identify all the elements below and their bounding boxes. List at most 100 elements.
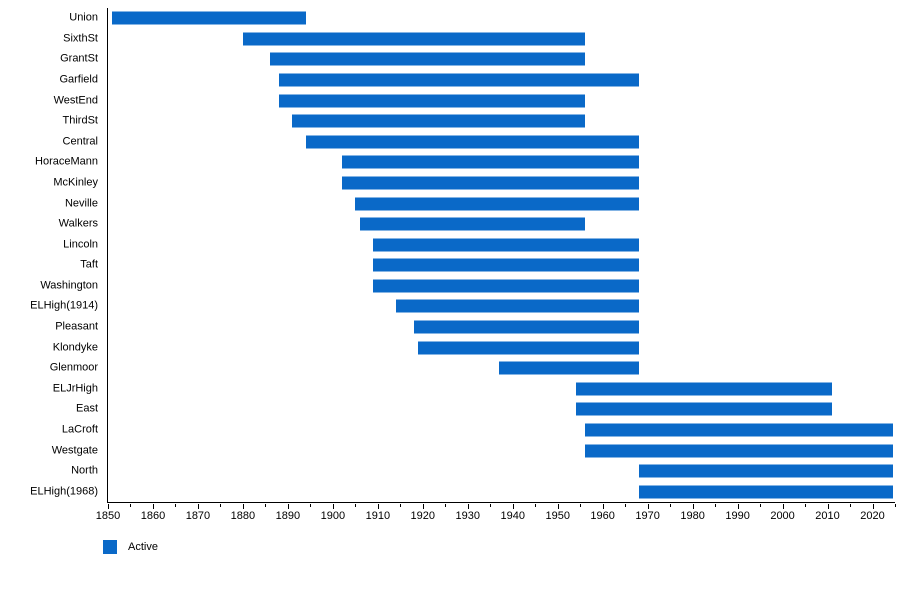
timeline-bar-Neville (355, 197, 639, 211)
x-minor-tick-1995 (760, 503, 762, 507)
legend-label-active: Active (128, 541, 158, 553)
y-axis-label-SixthSt: SixthSt (63, 32, 98, 45)
y-axis-label-Glenmoor: Glenmoor (49, 361, 98, 374)
y-axis-label-North: North (71, 464, 98, 477)
y-axis-label-Lincoln: Lincoln (63, 238, 98, 251)
timeline-bar-ThirdSt (292, 114, 585, 128)
x-tick-label-1930: 1930 (455, 510, 481, 522)
y-axis-label-WestEnd: WestEnd (53, 94, 98, 107)
y-axis-label-HoraceMann: HoraceMann (35, 155, 98, 168)
timeline-bar-LaCroft (584, 423, 893, 437)
x-tick-label-1920: 1920 (410, 510, 436, 522)
timeline-bar-Central (305, 135, 639, 149)
timeline-bar-Westgate (584, 444, 893, 458)
x-major-tick-1870 (197, 503, 199, 509)
x-minor-tick-1875 (220, 503, 222, 507)
timeline-bar-Pleasant (413, 320, 639, 334)
y-axis-label-East: East (75, 402, 98, 415)
x-tick-label-1970: 1970 (635, 510, 660, 522)
x-major-tick-2020 (872, 503, 874, 509)
timeline-bar-Klondyke (418, 341, 639, 355)
y-axis-label-ThirdSt: ThirdSt (62, 114, 98, 127)
x-minor-tick-1915 (400, 503, 402, 507)
y-axis-label-Central: Central (62, 135, 98, 148)
y-axis-label-Neville: Neville (64, 197, 98, 210)
timeline-bar-ELJrHigh (575, 382, 833, 396)
timeline-bar-Garfield (278, 73, 639, 87)
x-tick-label-1950: 1950 (545, 510, 570, 522)
x-tick-label-2010: 2010 (815, 510, 840, 522)
timeline-bar-ELHigh(1968) (638, 485, 893, 499)
x-major-tick-1880 (242, 503, 244, 509)
x-major-tick-1910 (377, 503, 379, 509)
timeline-bar-McKinley (341, 176, 639, 190)
x-tick-label-1870: 1870 (185, 510, 211, 522)
x-minor-tick-1895 (310, 503, 312, 507)
x-minor-tick-1855 (130, 503, 132, 507)
timeline-bar-Glenmoor (499, 361, 639, 375)
x-minor-tick-1865 (175, 503, 177, 507)
x-major-tick-1860 (152, 503, 154, 509)
legend-swatch-active (103, 540, 117, 554)
x-major-tick-1890 (287, 503, 289, 509)
timeline-bar-WestEnd (278, 94, 585, 108)
plot-area: Union SixthSt GrantSt Garfield WestEnd ThirdS… (30, 8, 896, 522)
timeline-bar-Lincoln (373, 238, 639, 252)
y-axis-label-Klondyke: Klondyke (52, 341, 98, 354)
y-axis-label-Westgate: Westgate (51, 444, 98, 457)
x-major-tick-2010 (827, 503, 829, 509)
timeline-bar-SixthSt (242, 32, 585, 46)
x-minor-tick-1985 (715, 503, 717, 507)
y-axis-label-Taft: Taft (80, 258, 98, 271)
x-major-tick-1990 (737, 503, 739, 509)
x-minor-tick-1945 (535, 503, 537, 507)
y-axis-label-Pleasant: Pleasant (55, 320, 98, 333)
x-major-tick-1980 (692, 503, 694, 509)
x-major-tick-1970 (647, 503, 649, 509)
x-major-tick-1960 (602, 503, 604, 509)
x-tick-label-1940: 1940 (500, 510, 525, 522)
x-major-tick-1930 (467, 503, 469, 509)
x-tick-label-1990: 1990 (725, 510, 750, 522)
x-minor-tick-2005 (805, 503, 807, 507)
x-minor-tick-1925 (445, 503, 447, 507)
x-tick-label-2020: 2020 (860, 510, 885, 522)
y-axis-label-McKinley: McKinley (53, 176, 98, 189)
x-tick-label-1980: 1980 (680, 510, 705, 522)
x-minor-tick-1935 (490, 503, 492, 507)
x-tick-label-1880: 1880 (230, 510, 256, 522)
x-tick-label-1910: 1910 (365, 510, 391, 522)
x-minor-tick-1905 (355, 503, 357, 507)
y-axis-label-GrantSt: GrantSt (60, 52, 98, 65)
timeline-bar-Walkers (359, 217, 585, 231)
y-axis-label-Garfield: Garfield (59, 73, 98, 86)
x-major-tick-1940 (512, 503, 514, 509)
x-tick-label-2000: 2000 (770, 510, 795, 522)
timeline-bar-East (575, 402, 833, 416)
x-tick-label-1860: 1860 (140, 510, 166, 522)
timeline-bar-North (638, 464, 893, 478)
y-axis-label-Walkers: Walkers (58, 217, 98, 230)
x-major-tick-1950 (557, 503, 559, 509)
timeline-bar-Union (112, 11, 306, 25)
timeline-bar-Washington (373, 279, 639, 293)
y-axis-label-Union: Union (69, 11, 98, 24)
x-minor-tick-1955 (580, 503, 582, 507)
legend: Active (103, 540, 158, 554)
x-major-tick-1850 (108, 503, 109, 509)
y-axis-label-LaCroft: LaCroft (61, 423, 98, 436)
x-minor-tick-1965 (625, 503, 627, 507)
y-axis-label-Washington: Washington (40, 279, 98, 292)
timeline-bar-GrantSt (269, 52, 585, 66)
x-minor-tick-1885 (265, 503, 267, 507)
x-minor-tick-1975 (670, 503, 672, 507)
y-axis-label-ELHigh(1914): ELHigh(1914) (30, 299, 98, 312)
x-major-tick-1900 (332, 503, 334, 509)
x-tick-label-1960: 1960 (590, 510, 615, 522)
y-axis-label-ELHigh(1968): ELHigh(1968) (30, 485, 98, 498)
timeline-bar-Taft (373, 258, 639, 272)
x-major-tick-1920 (422, 503, 424, 509)
timeline-bar-ELHigh(1914) (395, 299, 639, 313)
x-minor-tick-2025 (895, 503, 896, 507)
